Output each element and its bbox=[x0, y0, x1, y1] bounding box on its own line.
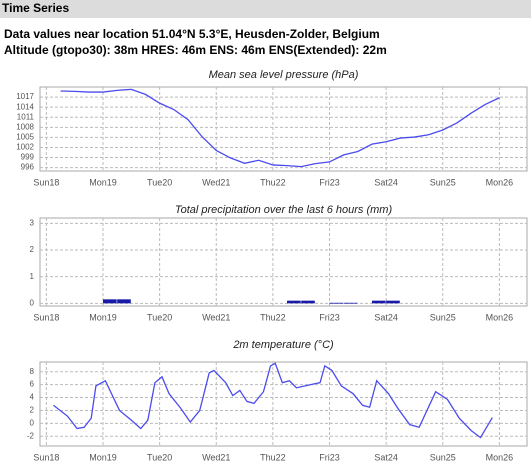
bar bbox=[371, 300, 386, 304]
y-tick-label: 1014 bbox=[16, 102, 34, 111]
series-line bbox=[53, 362, 493, 439]
x-tick-label: Mon19 bbox=[89, 177, 117, 187]
y-tick-label: 0 bbox=[30, 418, 35, 427]
x-tick-label: Mon26 bbox=[486, 177, 514, 187]
x-tick-label: Sun18 bbox=[33, 177, 59, 187]
x-tick-label: Sat24 bbox=[374, 177, 398, 187]
y-tick-label: 0 bbox=[30, 298, 35, 307]
y-tick-label: -2 bbox=[27, 431, 35, 440]
bar bbox=[386, 300, 400, 304]
x-tick-label: Tue20 bbox=[147, 177, 172, 187]
x-tick-label: Mon26 bbox=[486, 452, 514, 462]
x-tick-label: Mon19 bbox=[89, 452, 117, 462]
x-tick-label: Sun18 bbox=[33, 312, 59, 322]
y-tick-label: 1011 bbox=[17, 112, 35, 121]
x-tick-label: Wed21 bbox=[202, 312, 230, 322]
y-tick-label: 4 bbox=[30, 393, 35, 402]
x-tick-label: Mon19 bbox=[89, 312, 117, 322]
bar bbox=[102, 299, 117, 304]
y-tick-label: 1008 bbox=[16, 122, 34, 131]
x-tick-label: Sun25 bbox=[430, 312, 456, 322]
y-tick-label: 6 bbox=[30, 380, 35, 389]
bar bbox=[343, 302, 358, 304]
x-tick-label: Sat24 bbox=[374, 312, 398, 322]
header-title: Time Series bbox=[2, 1, 69, 15]
chart-title: Total precipitation over the last 6 hour… bbox=[175, 204, 393, 216]
chart-title: 2m temperature (°C) bbox=[232, 339, 334, 351]
x-tick-label: Wed21 bbox=[202, 177, 230, 187]
y-tick-label: 1 bbox=[30, 272, 35, 281]
y-tick-label: 2 bbox=[30, 245, 35, 254]
x-tick-label: Sun18 bbox=[33, 452, 59, 462]
bar bbox=[301, 300, 315, 304]
y-tick-label: 1002 bbox=[16, 143, 34, 152]
y-tick-label: 999 bbox=[21, 153, 35, 162]
x-tick-label: Thu22 bbox=[260, 452, 286, 462]
x-tick-label: Fri23 bbox=[319, 177, 340, 187]
y-tick-label: 996 bbox=[21, 163, 35, 172]
bar bbox=[329, 302, 344, 304]
bar bbox=[117, 299, 131, 304]
header-bar bbox=[0, 0, 531, 18]
y-tick-label: 2 bbox=[30, 406, 35, 415]
plot-area bbox=[39, 86, 528, 172]
bar bbox=[287, 300, 301, 304]
y-tick-label: 8 bbox=[30, 367, 35, 376]
series-line bbox=[60, 88, 500, 168]
plot-area bbox=[39, 361, 528, 447]
x-tick-label: Thu22 bbox=[260, 177, 286, 187]
x-tick-label: Thu22 bbox=[260, 312, 286, 322]
x-tick-label: Sat24 bbox=[374, 452, 398, 462]
y-tick-label: 1017 bbox=[16, 92, 34, 101]
location-line: Data values near location 51.04°N 5.3°E,… bbox=[4, 27, 380, 41]
x-tick-label: Sun25 bbox=[430, 452, 456, 462]
x-tick-label: Tue20 bbox=[147, 312, 172, 322]
y-tick-label: 1005 bbox=[16, 133, 34, 142]
x-tick-label: Fri23 bbox=[319, 452, 340, 462]
x-tick-label: Mon26 bbox=[486, 312, 514, 322]
x-tick-label: Sun25 bbox=[430, 177, 456, 187]
x-tick-label: Tue20 bbox=[147, 452, 172, 462]
x-tick-label: Fri23 bbox=[319, 312, 340, 322]
x-tick-label: Wed21 bbox=[202, 452, 230, 462]
plot-area bbox=[39, 217, 528, 307]
chart-title: Mean sea level pressure (hPa) bbox=[209, 69, 359, 81]
altitude-line: Altitude (gtopo30): 38m HRES: 46m ENS: 4… bbox=[4, 43, 387, 57]
y-tick-label: 3 bbox=[30, 218, 35, 227]
